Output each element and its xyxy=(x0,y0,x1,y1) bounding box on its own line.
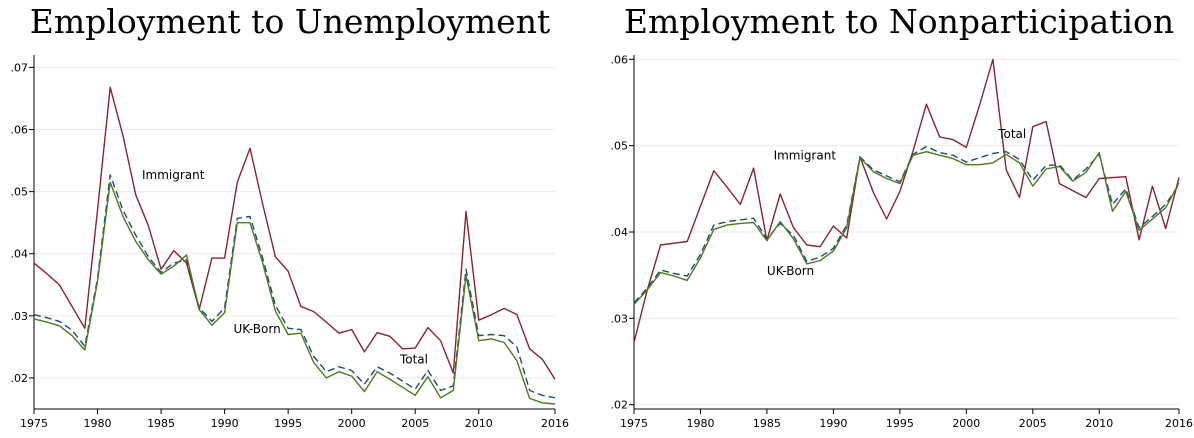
chart-panel-employment-to-nonparticipation: Employment to Nonparticipation .02.03.04… xyxy=(604,0,1194,438)
series-label-total: Total xyxy=(997,127,1026,141)
y-tick-label: .03 xyxy=(611,312,629,325)
series-line-uk-born xyxy=(634,152,1179,305)
x-tick-label: 2010 xyxy=(465,417,493,430)
x-tick-label: 1975 xyxy=(20,417,48,430)
y-tick-label: .06 xyxy=(11,124,29,137)
x-tick-label: 1995 xyxy=(274,417,302,430)
y-tick-label: .07 xyxy=(11,61,29,74)
x-tick-label: 2000 xyxy=(338,417,366,430)
x-tick-label: 2010 xyxy=(1085,417,1113,430)
y-tick-label: .04 xyxy=(11,248,29,261)
series-line-total xyxy=(34,175,555,398)
y-tick-label: .04 xyxy=(611,226,629,239)
series-line-uk-born xyxy=(34,182,555,404)
series-line-immigrant xyxy=(34,87,555,379)
y-tick-label: .03 xyxy=(11,310,29,323)
y-tick-label: .05 xyxy=(11,186,29,199)
x-tick-label: 1995 xyxy=(886,417,914,430)
x-tick-label: 2016 xyxy=(541,417,569,430)
x-tick-label: 1985 xyxy=(147,417,175,430)
series-label-total: Total xyxy=(399,353,428,367)
x-tick-label: 2000 xyxy=(952,417,980,430)
chart-plot-area: .02 .03 .04 .05 .06 1975 1980 1985 1990 1995 2000 2… xyxy=(604,0,1194,438)
y-tick-label: .05 xyxy=(611,140,629,153)
x-tick-label: 1990 xyxy=(211,417,239,430)
x-tick-label: 2016 xyxy=(1165,417,1193,430)
x-tick-label: 1980 xyxy=(84,417,112,430)
x-tick-label: 1980 xyxy=(686,417,714,430)
x-tick-label: 2005 xyxy=(401,417,429,430)
x-tick-label: 1975 xyxy=(620,417,648,430)
x-tick-label: 2005 xyxy=(1019,417,1047,430)
chart-panel-employment-to-unemployment: Employment to Unemployment .02.03.04.05.… xyxy=(0,0,590,438)
y-tick-label: .06 xyxy=(611,53,629,66)
series-label-uk-born: UK-Born xyxy=(767,264,814,278)
series-line-immigrant xyxy=(634,59,1179,342)
x-tick-label: 1985 xyxy=(753,417,781,430)
y-tick-label: .02 xyxy=(11,372,29,385)
y-tick-label: .02 xyxy=(611,399,629,412)
x-tick-label: 1990 xyxy=(819,417,847,430)
series-label-immigrant: Immigrant xyxy=(142,168,205,182)
series-label-uk-born: UK-Born xyxy=(234,322,281,336)
chart-plot-area: .02 .03 .04 .05 .06 .07 1975 1980 1985 1990 1995 20… xyxy=(0,0,590,438)
series-label-immigrant: Immigrant xyxy=(774,148,837,162)
